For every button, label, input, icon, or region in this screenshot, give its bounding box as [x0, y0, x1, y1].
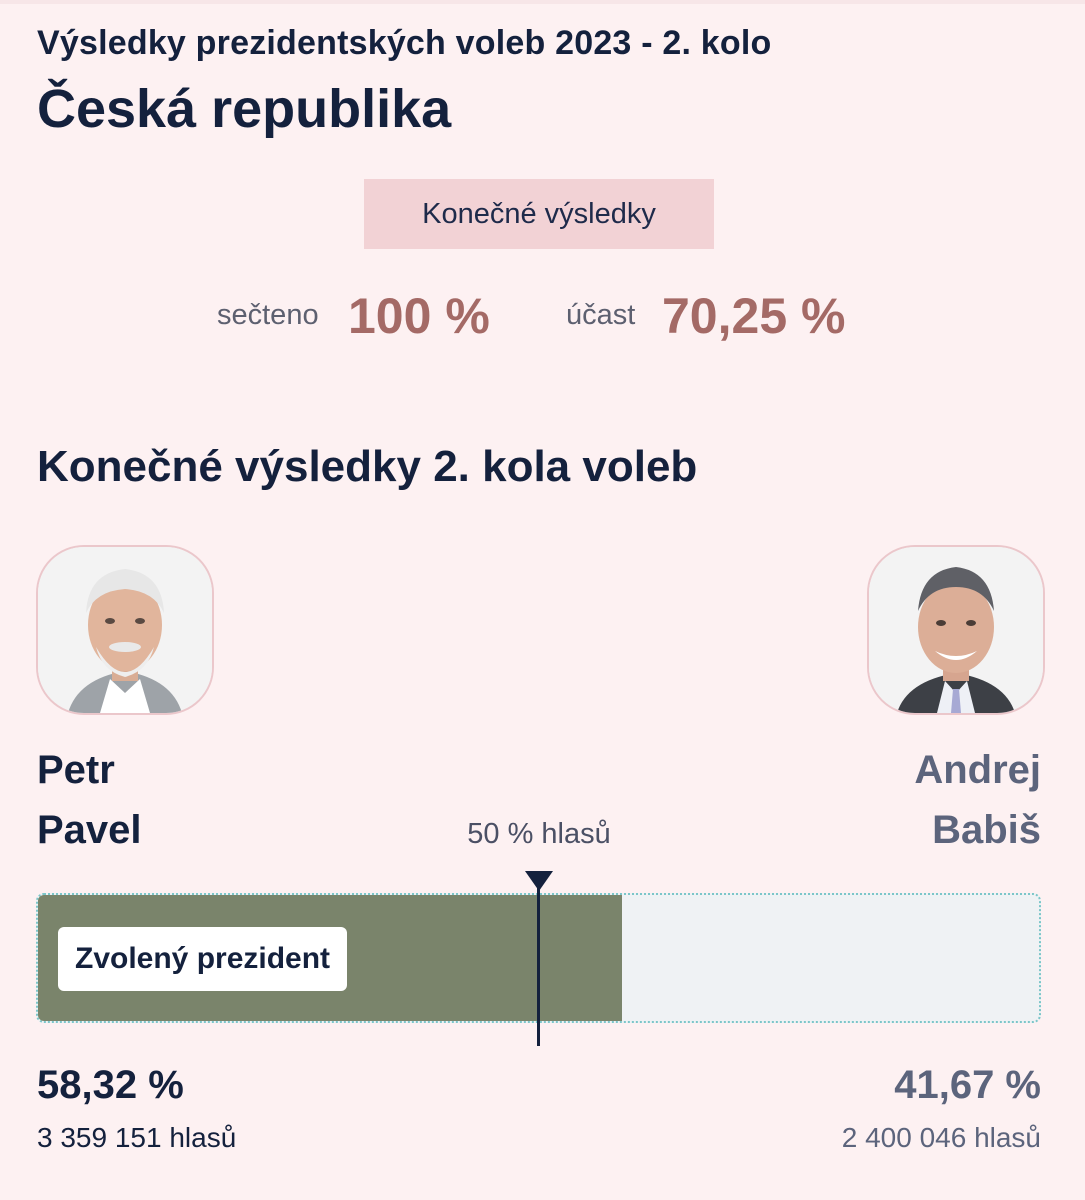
majority-threshold-label: 50 % hlasů — [467, 818, 611, 850]
candidate-photo-babis — [867, 545, 1045, 715]
section-title: Konečné výsledky 2. kola voleb — [37, 442, 698, 491]
candidate-votes-babis: 2 400 046 hlasů — [841, 1122, 1041, 1153]
stats-row: sečteno 100 % účast 70,25 % — [0, 285, 1085, 355]
candidate-last-name: Babiš — [932, 808, 1041, 852]
candidate-first-name: Andrej — [914, 748, 1041, 792]
top-divider — [0, 0, 1085, 4]
counted-value: 100 % — [348, 288, 490, 344]
turnout-value: 70,25 % — [662, 288, 846, 344]
page-title: Česká republika — [37, 79, 452, 139]
turnout-label: účast — [566, 299, 636, 331]
candidate-photo-pavel — [36, 545, 214, 715]
candidate-votes-pavel: 3 359 151 hlasů — [37, 1122, 237, 1153]
majority-marker-line — [537, 876, 540, 1046]
candidate-first-name: Petr — [37, 748, 115, 792]
candidate-last-name: Pavel — [37, 808, 142, 852]
candidate-name-pavel: Petr Pavel — [37, 740, 142, 860]
candidate-name-babis: Andrej Babiš — [914, 740, 1041, 860]
elected-president-badge: Zvolený prezident — [58, 927, 348, 991]
candidate-percent-pavel: 58,32 % — [37, 1063, 184, 1107]
candidate-percent-babis: 41,67 % — [894, 1063, 1041, 1107]
majority-marker-arrow-icon — [525, 871, 553, 891]
page-supertitle: Výsledky prezidentských voleb 2023 - 2. … — [37, 24, 772, 62]
counted-label: sečteno — [217, 299, 319, 331]
status-badge: Konečné výsledky — [364, 179, 714, 249]
